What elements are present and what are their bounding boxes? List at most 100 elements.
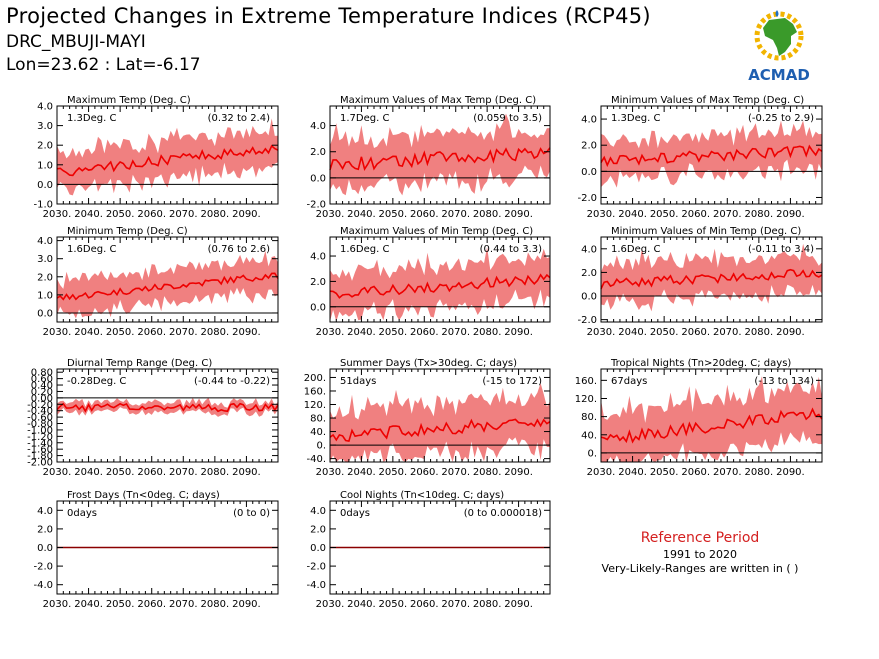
x-tick-label: 2090.: [776, 327, 805, 338]
chart-title: Maximum Values of Max Temp (Deg. C): [340, 95, 536, 106]
mean-line: [329, 273, 551, 299]
y-tick-label: -4.0: [306, 580, 326, 591]
mean-line: [600, 407, 823, 444]
y-tick-label: -0.80: [27, 419, 53, 430]
x-tick-label: 2070.: [713, 209, 742, 220]
range-label: (-13 to 134): [754, 376, 814, 387]
x-tick-label: 2050.: [379, 599, 408, 610]
x-tick-label: 2090.: [776, 467, 805, 478]
x-tick-label: 2040.: [74, 467, 103, 478]
x-tick-label: 2030.: [43, 327, 72, 338]
x-tick-label: 2080.: [201, 467, 230, 478]
y-tick-label: 80.: [310, 414, 326, 425]
y-tick-label: -2.0: [577, 193, 597, 204]
mean-line: [329, 418, 551, 443]
y-tick-label: 2.0: [581, 141, 597, 152]
x-tick-label: 2070.: [441, 209, 470, 220]
x-tick-label: 2080.: [201, 599, 230, 610]
x-tick-label: 2060.: [137, 327, 166, 338]
x-tick-label: 2090.: [776, 209, 805, 220]
range-label: (0 to 0.000018): [464, 508, 542, 519]
chart-title: Tropical Nights (Tn>20deg. C; days): [610, 358, 791, 369]
chart-panel: 2030. 2040. 2050. 2060. 2070. 2080. 2090.0.800…: [27, 358, 279, 478]
x-tick-label: 2050.: [106, 209, 135, 220]
y-tick-label: 4.0: [37, 102, 53, 113]
mean-line: [56, 402, 279, 413]
y-tick-label: 2.0: [581, 268, 597, 279]
chart-panel: 2030. 2040. 2050. 2060. 2070. 2080. 2090. 200. 1…: [304, 358, 551, 478]
x-tick-label: 2050.: [106, 599, 135, 610]
reference-title: Reference Period: [640, 530, 760, 546]
logo-text: ACMAD: [748, 66, 810, 84]
y-tick-label: -1.0: [33, 200, 53, 211]
mean-label: 1.3Deg. C: [611, 113, 660, 124]
x-tick-label: 2050.: [379, 209, 408, 220]
range-label: (-0.44 to -0.22): [194, 376, 270, 387]
mean-label: 51days: [340, 376, 376, 387]
x-tick-label: 2060.: [410, 327, 439, 338]
x-tick-label: 2090.: [232, 599, 261, 610]
mean-label: 1.3Deg. C: [67, 113, 116, 124]
x-tick-label: 2070.: [169, 599, 198, 610]
x-tick-label: 2040.: [347, 467, 376, 478]
x-tick-label: 2060.: [137, 467, 166, 478]
y-tick-label: 1.0: [37, 290, 53, 301]
y-tick-label: 4.0: [310, 506, 326, 517]
chart-title: Minimum Values of Max Temp (Deg. C): [611, 95, 804, 106]
y-tick-label: 1.0: [37, 160, 53, 171]
x-tick-label: 2050.: [379, 467, 408, 478]
x-tick-label: 2050.: [650, 327, 679, 338]
chart-title: Diurnal Temp Range (Deg. C): [67, 358, 212, 369]
y-tick-label: 40.: [310, 427, 326, 438]
y-tick-label: -1.80: [27, 451, 53, 462]
chart-panel: 2030. 2040. 2050. 2060. 2070. 2080. 2090. 4.0 2.…: [306, 95, 551, 220]
x-tick-label: 2090.: [232, 327, 261, 338]
y-tick-label: 2.0: [37, 524, 53, 535]
uncertainty-band: [601, 120, 822, 188]
plot-frame: [600, 105, 823, 205]
y-tick-label: 0.00: [31, 393, 53, 404]
mean-label: -0.28Deg. C: [67, 376, 126, 387]
x-tick-label: 2070.: [169, 467, 198, 478]
x-tick-label: 2060.: [681, 327, 710, 338]
x-tick-label: 2080.: [473, 209, 502, 220]
range-label: (0 to 0): [233, 508, 270, 519]
y-tick-label: 0.20: [31, 387, 53, 398]
range-label: (0.32 to 2.4): [208, 113, 270, 124]
x-tick-label: 2070.: [713, 327, 742, 338]
mean-label: 1.7Deg. C: [340, 113, 389, 124]
y-tick-label: 0.0: [581, 292, 597, 303]
chart-panel: 2030. 2040. 2050. 2060. 2070. 2080. 2090. 4.0 2.…: [310, 226, 551, 338]
chart-panel: 2030. 2040. 2050. 2060. 2070. 2080. 2090. 4.0 2.…: [306, 490, 551, 610]
plot-frame: [56, 368, 279, 463]
x-tick-label: 2030.: [587, 327, 616, 338]
mean-label: 1.6Deg. C: [67, 244, 116, 255]
x-tick-label: 2080.: [473, 599, 502, 610]
y-tick-label: 2.0: [37, 141, 53, 152]
y-tick-label: -2.0: [33, 562, 53, 573]
chart-title: Summer Days (Tx>30deg. C; days): [340, 358, 517, 369]
x-tick-label: 2030.: [316, 209, 345, 220]
plot-frame: [56, 105, 279, 205]
mean-line: [600, 268, 823, 290]
mean-line: [600, 144, 823, 168]
y-tick-label: -2.0: [306, 200, 326, 211]
chart-panel: 2030. 2040. 2050. 2060. 2070. 2080. 2090. 4.0 2.…: [577, 226, 823, 338]
x-tick-label: 2040.: [347, 209, 376, 220]
x-tick-label: 2090.: [504, 599, 533, 610]
y-tick-label: -4.0: [33, 580, 53, 591]
uncertainty-band: [330, 113, 550, 196]
y-tick-label: 0.: [316, 441, 326, 452]
plot-frame: [56, 236, 279, 323]
y-tick-label: -0.20: [27, 400, 53, 411]
uncertainty-band: [57, 118, 278, 196]
y-tick-label: 0.0: [581, 167, 597, 178]
x-tick-label: 2060.: [681, 467, 710, 478]
x-tick-label: 2080.: [745, 467, 774, 478]
x-tick-label: 2040.: [74, 209, 103, 220]
chart-panel: 2030. 2040. 2050. 2060. 2070. 2080. 2090. 4.0 3.…: [33, 95, 279, 220]
reference-period: 1991 to 2020: [662, 548, 738, 561]
chart-panel: 2030. 2040. 2050. 2060. 2070. 2080. 2090. 160. 1…: [575, 358, 823, 478]
y-tick-label: 0.60: [31, 374, 53, 385]
